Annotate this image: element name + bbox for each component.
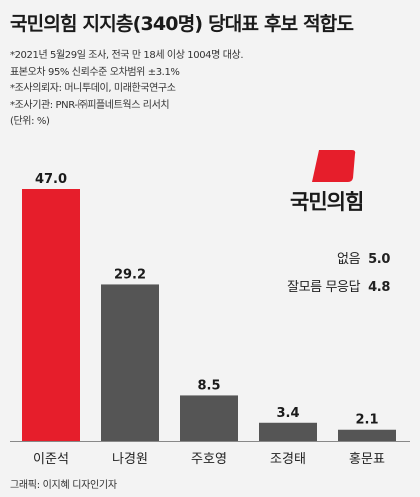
value-label: 3.4 — [276, 406, 299, 421]
note-line: *조사의뢰자: 머니투데이, 미래한국연구소 — [10, 83, 176, 94]
party-logo-icon — [312, 150, 356, 182]
side-stat-label: 없음 — [337, 252, 361, 267]
side-stat-label: 잘모름 무응답 — [287, 280, 361, 295]
value-label: 29.2 — [114, 267, 146, 282]
bar-이준석 — [22, 189, 80, 441]
side-stat-value: 4.8 — [368, 280, 390, 295]
bar-조경태 — [259, 422, 317, 441]
category-label: 주호영 — [191, 452, 227, 467]
note-line: *조사기관: PNR-㈜피플네트웍스 리서치 — [10, 99, 170, 111]
party-logo-name: 국민의힘 — [290, 190, 364, 214]
note-line: *2021년 5월29일 조사, 전국 만 18세 이상 1004명 대상. — [10, 50, 244, 61]
note-line: 표본오차 95% 신뢰수준 오차범위 ±3.1% — [10, 66, 180, 78]
survey-notes: *2021년 5월29일 조사, 전국 만 18세 이상 1004명 대상. 표… — [10, 48, 244, 131]
category-label: 이준석 — [33, 452, 69, 467]
category-label: 조경태 — [270, 452, 306, 467]
bar-나경원 — [101, 284, 159, 441]
side-stat-unknown: 잘모름 무응답 4.8 — [287, 276, 390, 295]
bar-주호영 — [180, 395, 238, 441]
bar-홍문표 — [338, 429, 396, 441]
category-label: 홍문표 — [349, 452, 385, 467]
credit-line: 그래픽: 이지혜 디자인기자 — [10, 480, 117, 491]
chart-title: 국민의힘 지지층(340명) 당대표 후보 적합도 — [10, 13, 354, 35]
value-label: 2.1 — [355, 413, 378, 428]
category-label: 나경원 — [112, 452, 148, 467]
value-label: 47.0 — [35, 172, 67, 187]
note-line: (단위: %) — [10, 116, 50, 127]
value-label: 8.5 — [197, 378, 220, 393]
side-stat-none: 없음 5.0 — [337, 248, 390, 267]
side-stat-value: 5.0 — [368, 252, 390, 267]
